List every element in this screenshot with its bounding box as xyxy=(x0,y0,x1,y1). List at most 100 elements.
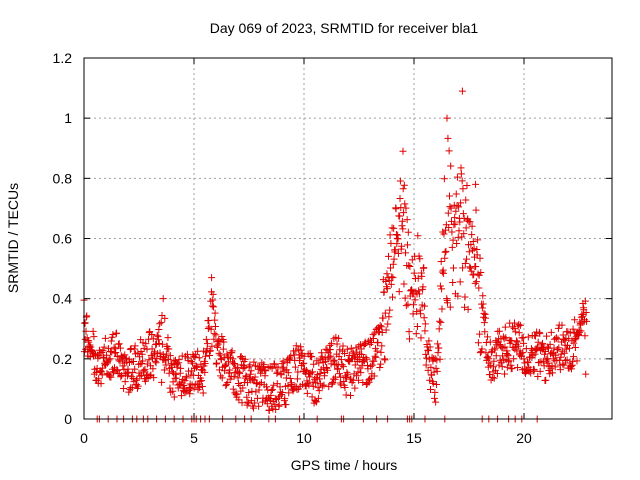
data-point xyxy=(250,358,258,366)
data-point xyxy=(162,350,170,358)
data-point xyxy=(148,331,156,339)
data-point xyxy=(352,372,360,380)
data-point xyxy=(416,255,424,263)
data-point xyxy=(542,376,550,384)
data-point xyxy=(229,355,237,363)
data-point xyxy=(582,370,590,378)
data-point xyxy=(498,363,506,371)
data-point xyxy=(113,366,121,374)
data-point xyxy=(161,314,169,322)
data-point xyxy=(569,325,577,333)
data-point xyxy=(216,351,224,359)
data-point xyxy=(324,366,332,374)
data-point xyxy=(403,216,411,224)
data-point xyxy=(556,366,564,374)
data-point xyxy=(343,345,351,353)
data-point xyxy=(477,269,485,277)
data-point xyxy=(347,344,355,352)
data-point xyxy=(149,335,157,343)
data-point xyxy=(573,357,581,365)
data-point xyxy=(539,339,547,347)
data-point xyxy=(207,325,215,333)
data-point xyxy=(470,271,478,279)
data-point xyxy=(457,170,465,178)
data-point xyxy=(130,345,138,353)
data-point xyxy=(158,340,166,348)
data-point xyxy=(215,349,223,357)
data-point xyxy=(363,355,371,363)
data-point xyxy=(438,285,446,293)
data-point xyxy=(414,274,422,282)
data-point xyxy=(150,374,158,382)
data-point xyxy=(202,335,210,343)
y-tick-label: 1 xyxy=(64,110,72,126)
data-point xyxy=(571,336,579,344)
data-point xyxy=(513,338,521,346)
data-point xyxy=(189,359,197,367)
data-point xyxy=(260,361,268,369)
data-point xyxy=(432,398,440,406)
data-point xyxy=(212,331,220,339)
data-point xyxy=(402,204,410,212)
data-point xyxy=(453,202,461,210)
data-point xyxy=(335,370,343,378)
data-point xyxy=(366,375,374,383)
data-point xyxy=(162,361,170,369)
data-point xyxy=(396,177,404,185)
data-point xyxy=(204,340,212,348)
data-point xyxy=(444,134,452,142)
data-point xyxy=(263,400,271,408)
data-point xyxy=(557,350,565,358)
data-point xyxy=(454,292,462,300)
data-point xyxy=(466,218,474,226)
data-point xyxy=(316,370,324,378)
data-point xyxy=(223,380,231,388)
data-point xyxy=(405,262,413,270)
data-point xyxy=(121,351,129,359)
data-point xyxy=(303,389,311,397)
data-point xyxy=(451,220,459,228)
data-point xyxy=(501,343,509,351)
data-point xyxy=(134,382,142,390)
data-point xyxy=(154,336,162,344)
data-point xyxy=(367,362,375,370)
data-point xyxy=(552,334,560,342)
data-point xyxy=(516,321,524,329)
data-point xyxy=(141,365,149,373)
data-point xyxy=(327,352,335,360)
y-tick-label: 1.2 xyxy=(53,50,73,66)
data-point xyxy=(475,284,483,292)
tick-labels: 0 0.2 0.4 0.6 0.8 1 1.2 0 5 10 15 20 xyxy=(53,50,532,446)
data-point xyxy=(462,224,470,232)
data-point xyxy=(569,353,577,361)
data-point xyxy=(187,385,195,393)
data-point xyxy=(386,231,394,239)
data-point xyxy=(99,347,107,355)
data-point xyxy=(472,278,480,286)
data-point xyxy=(134,349,142,357)
data-point xyxy=(515,329,523,337)
data-point xyxy=(389,274,397,282)
data-point xyxy=(92,368,100,376)
data-point xyxy=(562,356,570,364)
data-point xyxy=(267,387,275,395)
data-point xyxy=(491,344,499,352)
data-point xyxy=(437,318,445,326)
data-point xyxy=(206,347,214,355)
data-point xyxy=(453,239,461,247)
data-point xyxy=(519,349,527,357)
data-point xyxy=(382,277,390,285)
data-point xyxy=(263,383,271,391)
data-point xyxy=(463,255,471,263)
data-point xyxy=(455,227,463,235)
data-point xyxy=(581,332,589,340)
data-point xyxy=(447,162,455,170)
data-point xyxy=(187,358,195,366)
data-point xyxy=(418,272,426,280)
data-point xyxy=(555,344,563,352)
data-point xyxy=(409,301,417,309)
data-point xyxy=(429,379,437,387)
data-point xyxy=(456,218,464,226)
data-point xyxy=(396,194,404,202)
data-point xyxy=(329,357,337,365)
